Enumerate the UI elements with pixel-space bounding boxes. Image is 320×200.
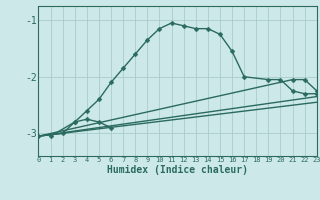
X-axis label: Humidex (Indice chaleur): Humidex (Indice chaleur): [107, 165, 248, 175]
